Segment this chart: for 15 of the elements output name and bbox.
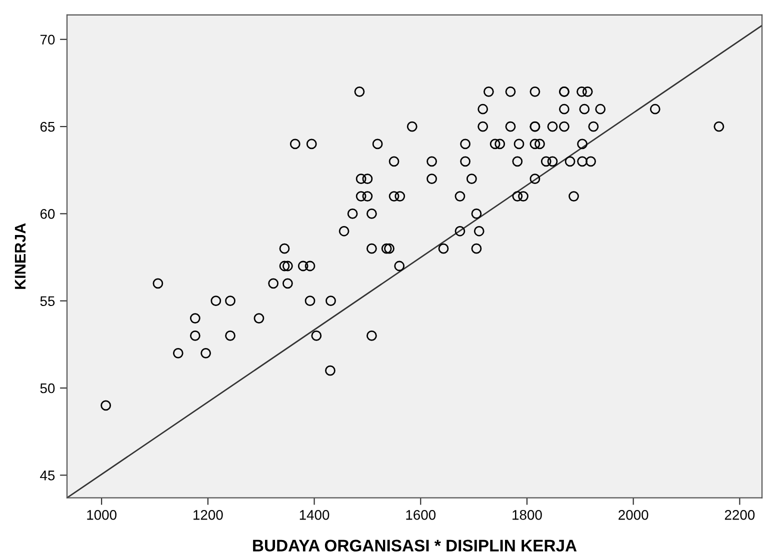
y-tick-label: 60 [40,209,55,219]
x-tick-label: 1600 [406,510,436,520]
y-tick-label: 50 [40,383,55,394]
y-tick-label: 45 [40,470,55,480]
x-tick-label: 1000 [87,510,116,520]
y-tick-label: 65 [40,122,55,132]
y-axis-title: KINERJA [14,223,26,289]
x-tick-label: 1200 [194,510,223,520]
x-tick-label: 1400 [300,510,330,520]
y-tick-label: 70 [40,34,55,45]
x-tick-label: 2000 [618,510,648,520]
y-tick-label: 55 [40,296,55,306]
x-tick-label: 2200 [724,510,755,520]
x-tick-label: 1800 [512,510,542,520]
x-axis-title: BUDAYA ORGANISASI * DISIPLIN KERJA [253,540,577,552]
